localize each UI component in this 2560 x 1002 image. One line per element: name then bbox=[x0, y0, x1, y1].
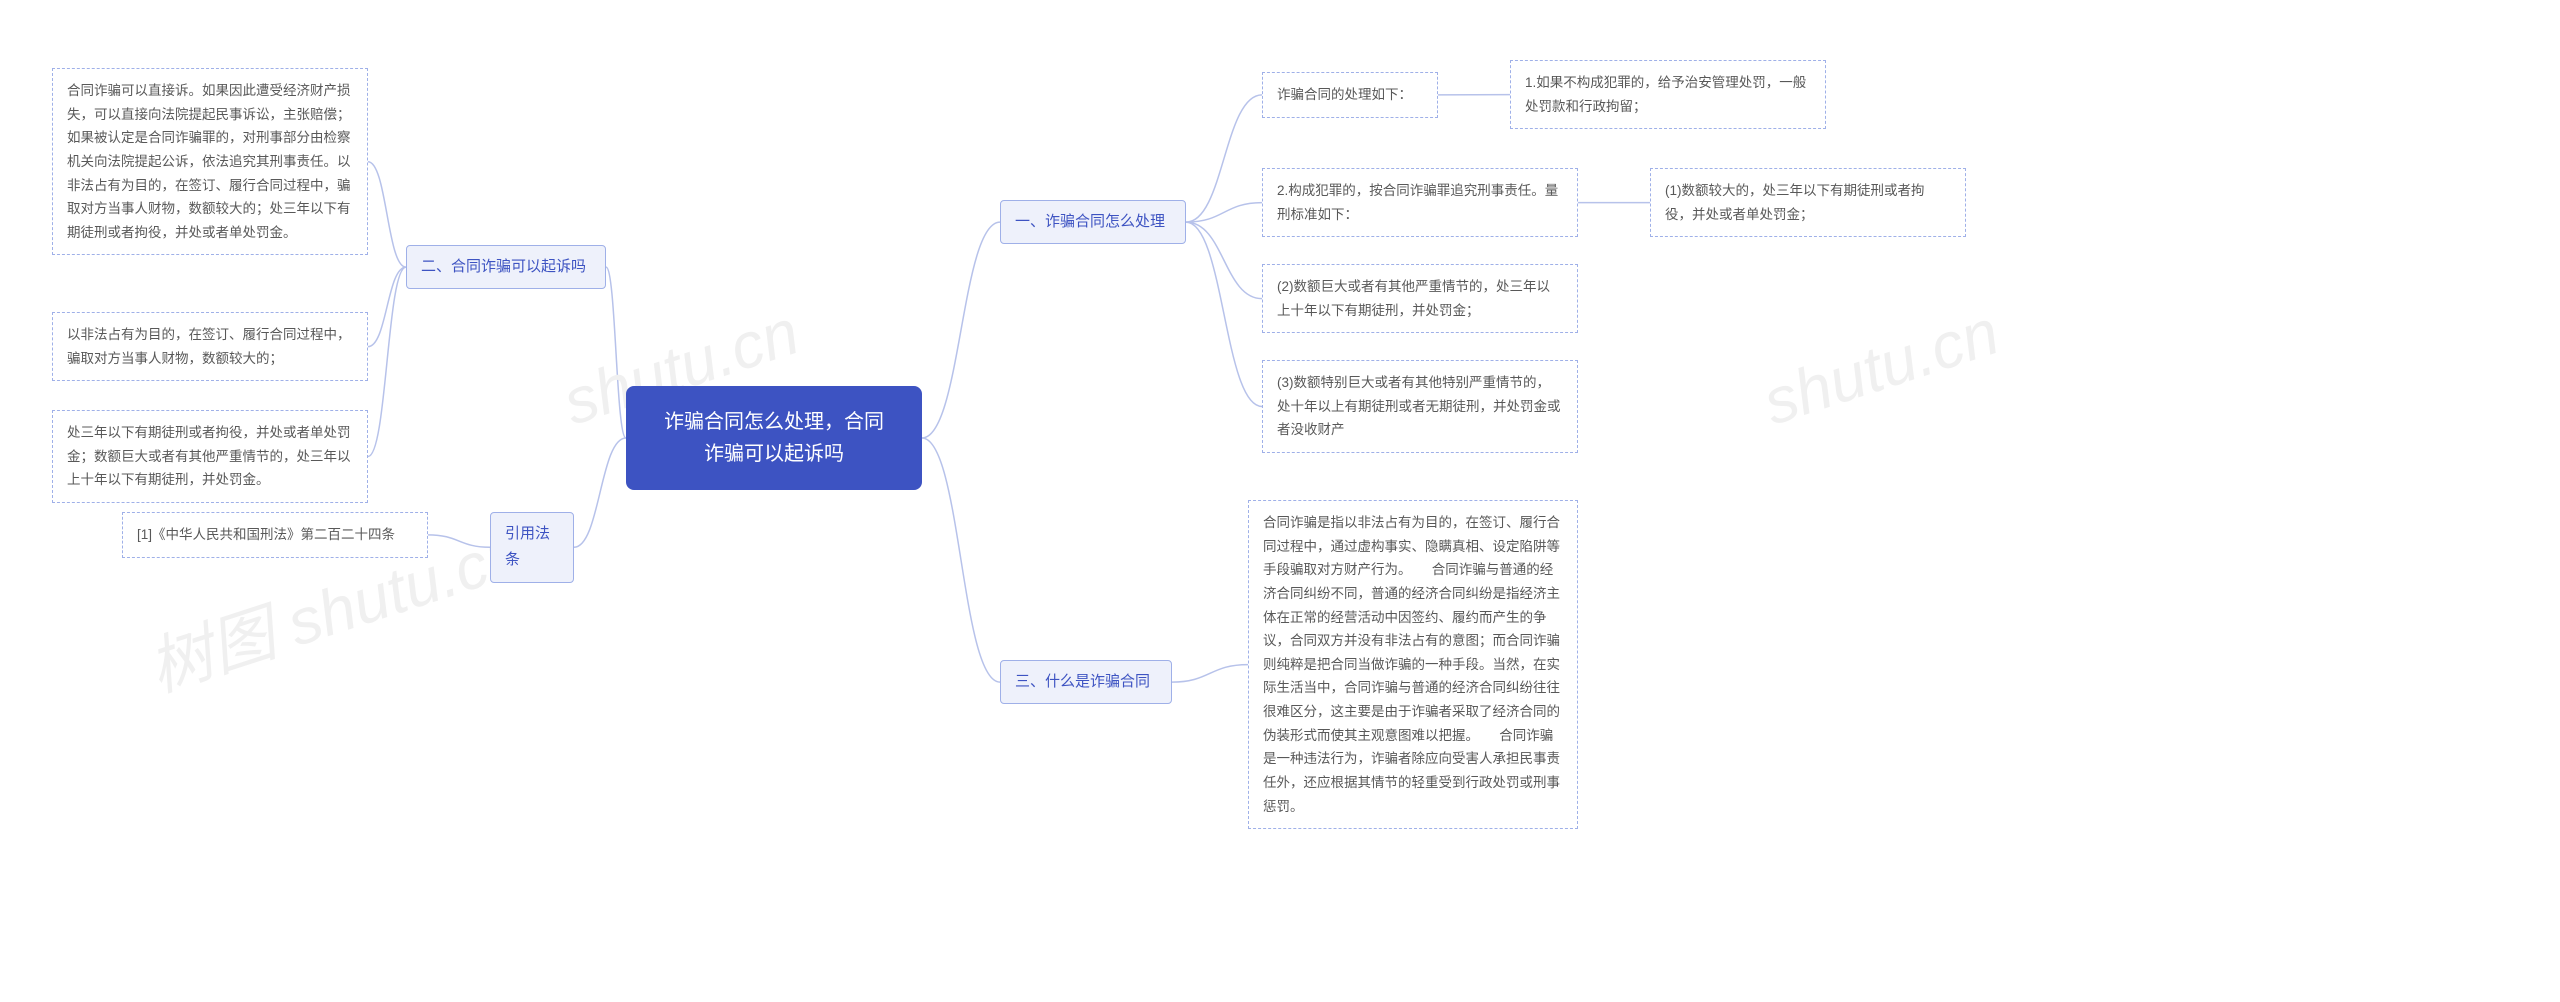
leaf-b4-a: [1]《中华人民共和国刑法》第二百二十四条 bbox=[122, 512, 428, 558]
watermark: shutu.cn bbox=[1754, 294, 2007, 439]
branch-section-2: 二、合同诈骗可以起诉吗 bbox=[406, 245, 606, 289]
leaf-b1-nocrime: 1.如果不构成犯罪的，给予治安管理处罚，一般处罚款和行政拘留； bbox=[1510, 60, 1826, 129]
root-node: 诈骗合同怎么处理，合同 诈骗可以起诉吗 bbox=[626, 386, 922, 490]
leaf-b2-c: 处三年以下有期徒刑或者拘役，并处或者单处罚金；数额巨大或者有其他严重情节的，处三… bbox=[52, 410, 368, 503]
branch-references: 引用法条 bbox=[490, 512, 574, 583]
leaf-b2-b: 以非法占有为目的，在签订、履行合同过程中，骗取对方当事人财物，数额较大的； bbox=[52, 312, 368, 381]
leaf-b1-crime-3: (3)数额特别巨大或者有其他特别严重情节的，处十年以上有期徒刑或者无期徒刑，并处… bbox=[1262, 360, 1578, 453]
branch-section-3: 三、什么是诈骗合同 bbox=[1000, 660, 1172, 704]
branch-section-1: 一、诈骗合同怎么处理 bbox=[1000, 200, 1186, 244]
leaf-b1-intro: 诈骗合同的处理如下： bbox=[1262, 72, 1438, 118]
leaf-b3-def: 合同诈骗是指以非法占有为目的，在签订、履行合同过程中，通过虚构事实、隐瞒真相、设… bbox=[1248, 500, 1578, 829]
root-line2: 诈骗可以起诉吗 bbox=[652, 438, 896, 470]
root-line1: 诈骗合同怎么处理，合同 bbox=[652, 406, 896, 438]
leaf-b1-crime-2: (2)数额巨大或者有其他严重情节的，处三年以上十年以下有期徒刑，并处罚金； bbox=[1262, 264, 1578, 333]
leaf-b1-crime-1: (1)数额较大的，处三年以下有期徒刑或者拘役，并处或者单处罚金； bbox=[1650, 168, 1966, 237]
leaf-b1-crime: 2.构成犯罪的，按合同诈骗罪追究刑事责任。量刑标准如下： bbox=[1262, 168, 1578, 237]
leaf-b2-a: 合同诈骗可以直接诉。如果因此遭受经济财产损失，可以直接向法院提起民事诉讼，主张赔… bbox=[52, 68, 368, 255]
